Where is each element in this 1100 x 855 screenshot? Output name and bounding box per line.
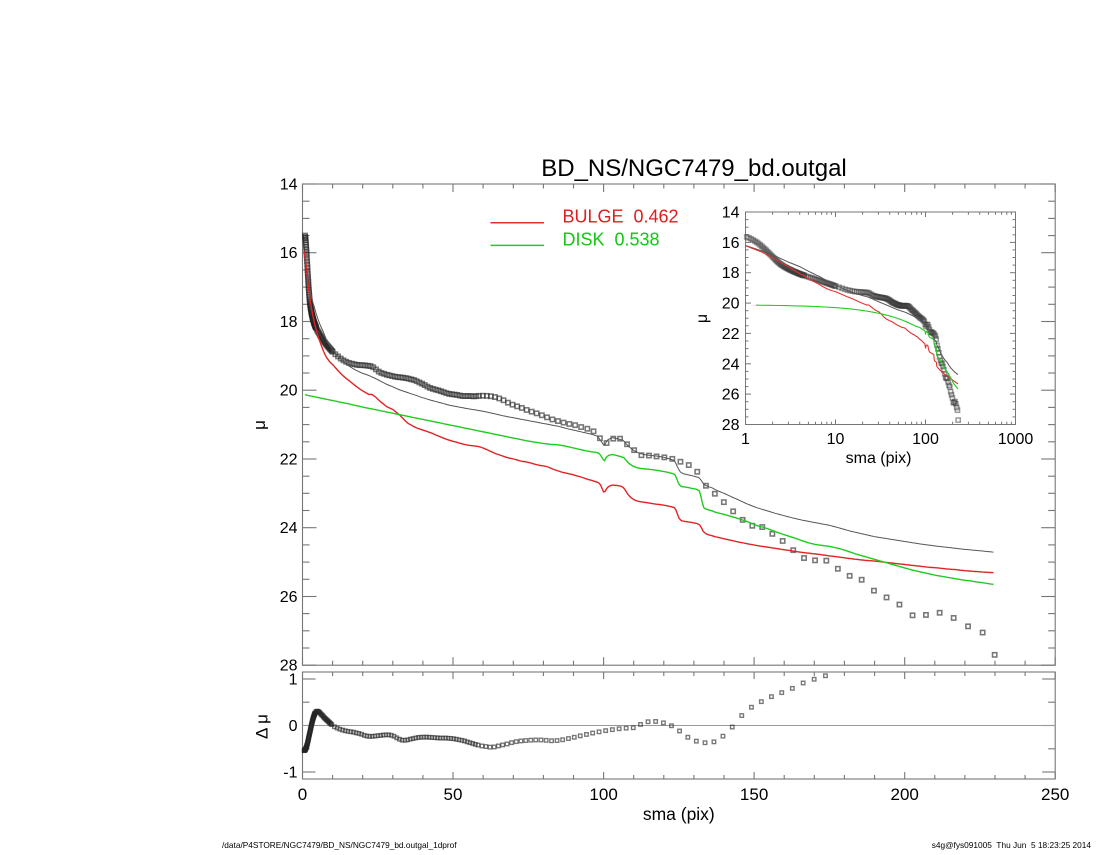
svg-text:μ: μ (694, 314, 711, 323)
svg-text:Δ μ: Δ μ (253, 714, 272, 739)
svg-text:μ: μ (250, 420, 269, 430)
svg-text:-1: -1 (283, 765, 297, 782)
svg-text:16: 16 (722, 235, 740, 252)
svg-text:sma (pix): sma (pix) (643, 804, 715, 824)
svg-text:250: 250 (1041, 785, 1069, 804)
svg-text:1000: 1000 (998, 431, 1034, 448)
svg-text:28: 28 (722, 417, 740, 434)
svg-text:18: 18 (280, 314, 298, 331)
svg-text:0: 0 (289, 718, 298, 735)
svg-text:50: 50 (444, 785, 463, 804)
svg-text:DISK 0.538: DISK 0.538 (563, 229, 660, 249)
svg-text:10: 10 (827, 431, 845, 448)
svg-text:sma (pix): sma (pix) (846, 450, 912, 467)
svg-text:22: 22 (280, 452, 298, 469)
svg-text:18: 18 (722, 265, 740, 282)
svg-text:22: 22 (722, 326, 740, 343)
svg-text:s4g@fys091005 Thu Jun 5 18:2: s4g@fys091005 Thu Jun 5 18:23:25 2014 (932, 840, 1092, 850)
svg-text:1: 1 (741, 431, 750, 448)
svg-text:26: 26 (722, 387, 740, 404)
svg-text:1: 1 (289, 672, 298, 689)
svg-text:28: 28 (280, 658, 298, 675)
svg-text:14: 14 (722, 205, 740, 222)
svg-text:/data/P4STORE/NGC7479/BD_NS/NG: /data/P4STORE/NGC7479/BD_NS/NGC7479_bd.o… (222, 840, 457, 850)
svg-text:14: 14 (280, 177, 298, 194)
svg-text:BD_NS/NGC7479_bd.outgal: BD_NS/NGC7479_bd.outgal (541, 155, 847, 182)
svg-text:100: 100 (589, 785, 617, 804)
svg-text:100: 100 (912, 431, 939, 448)
svg-text:26: 26 (280, 589, 298, 606)
svg-text:20: 20 (722, 296, 740, 313)
svg-text:0: 0 (298, 785, 307, 804)
svg-text:200: 200 (891, 785, 919, 804)
svg-text:20: 20 (280, 383, 298, 400)
svg-text:150: 150 (740, 785, 768, 804)
svg-text:24: 24 (280, 520, 298, 537)
svg-text:BULGE 0.462: BULGE 0.462 (563, 207, 679, 227)
svg-text:16: 16 (280, 245, 298, 262)
svg-text:24: 24 (722, 356, 740, 373)
